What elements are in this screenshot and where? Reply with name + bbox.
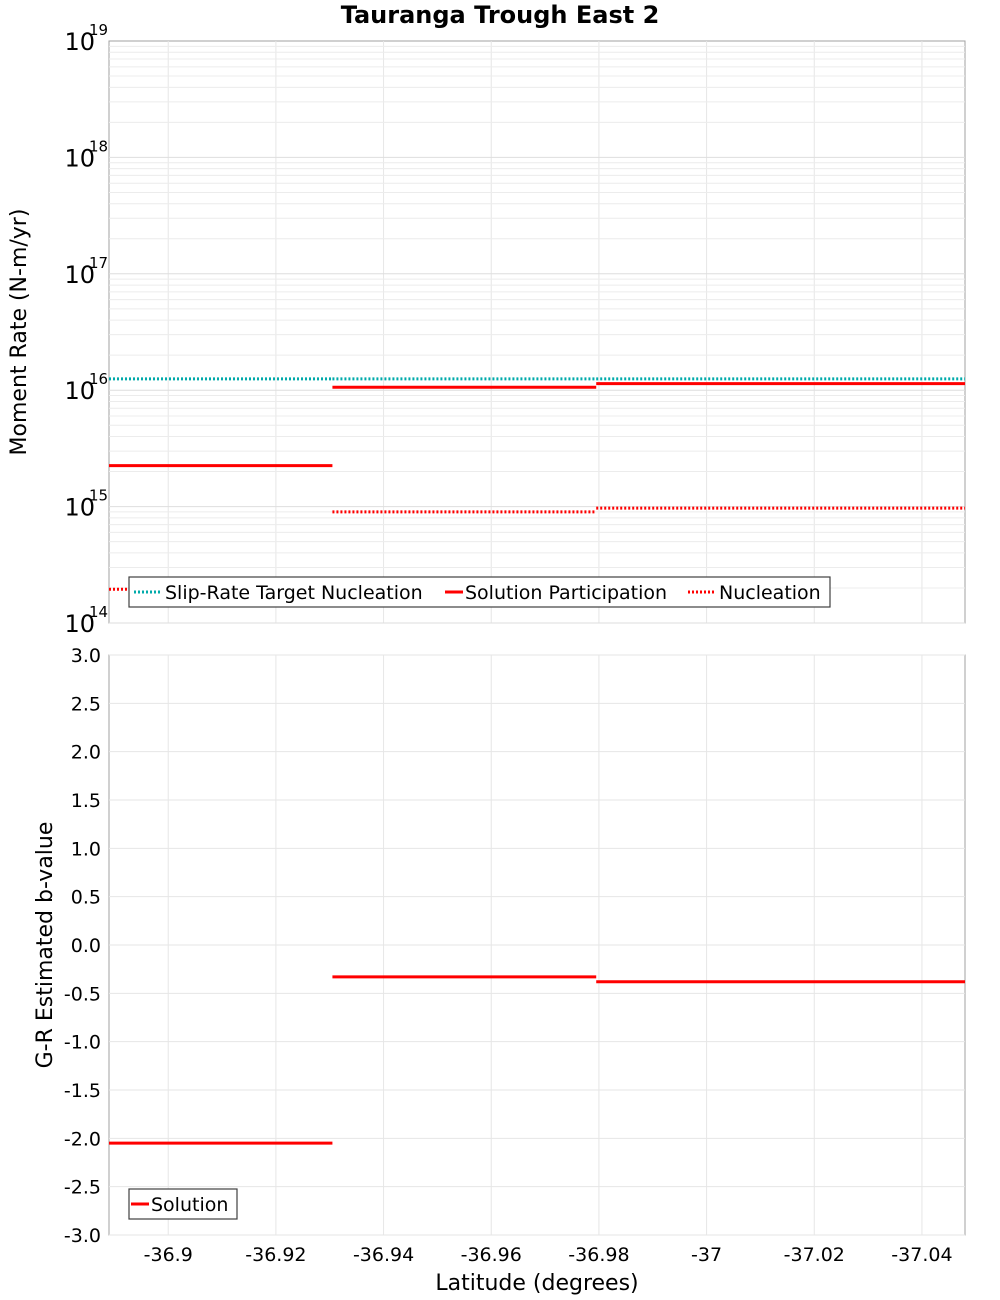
moment-rate-y-tick-label: 10	[64, 494, 95, 522]
moment-rate-y-tick-exponent: 14	[89, 603, 108, 621]
b-value-series	[109, 975, 965, 1145]
moment-rate-y-tick-label: 10	[64, 144, 95, 172]
chart-title: Tauranga Trough East 2	[341, 1, 660, 29]
b-value-y-tick-label: -2.0	[64, 1128, 101, 1150]
moment-rate-y-tick-label: 10	[64, 261, 95, 289]
x-tick-label: -37.02	[784, 1244, 845, 1266]
b-value-gridlines	[109, 654, 965, 1236]
x-tick-label: -36.96	[461, 1244, 522, 1266]
legend-label-solution: Solution	[151, 1194, 228, 1216]
moment-rate-y-tick-label: 10	[64, 610, 95, 638]
moment-rate-y-tick-label: 10	[64, 377, 95, 405]
legend-label-nucleation: Nucleation	[719, 582, 821, 604]
moment-rate-y-tick-exponent: 15	[89, 487, 108, 505]
moment-rate-legend: Slip-Rate Target Nucleation Solution Par…	[128, 576, 831, 608]
x-tick-label: -37	[691, 1244, 722, 1266]
b-value-y-tick-label: 0.5	[71, 887, 101, 909]
b-value-y-tick-label: -0.5	[64, 983, 101, 1005]
x-tick-label: -37.04	[891, 1244, 952, 1266]
b-value-panel: 3.0 2.5 2.0 1.5 1.0 0.5 0.0 -0.5 -1.0 -1.5 -2.0 -2.…	[33, 645, 966, 1247]
b-value-y-tick-label: -1.0	[64, 1032, 101, 1054]
moment-rate-plot-area	[108, 40, 966, 624]
moment-rate-y-tick-label: 10	[64, 28, 95, 56]
b-value-y-tick-label: -1.5	[64, 1080, 101, 1102]
moment-rate-y-tick-exponent: 16	[89, 370, 108, 388]
b-value-legend: Solution	[128, 1188, 238, 1220]
b-value-y-tick-label: -3.0	[64, 1225, 101, 1247]
moment-rate-y-tick-exponent: 18	[89, 137, 108, 155]
b-value-y-ticks: 3.0 2.5 2.0 1.5 1.0 0.5 0.0 -0.5 -1.0 -1.5 -2.0 -2.…	[64, 645, 101, 1247]
x-axis-ticks: -36.9 -36.92 -36.94 -36.96 -36.98 -37 -37.02 -3…	[144, 1244, 953, 1266]
moment-rate-gridlines	[109, 41, 965, 624]
x-tick-label: -36.98	[568, 1244, 629, 1266]
legend-label-solution-participation: Solution Participation	[465, 582, 667, 604]
b-value-y-tick-label: 1.0	[71, 838, 101, 860]
b-value-y-tick-label: 3.0	[71, 645, 101, 667]
b-value-y-axis-label: G-R Estimated b-value	[33, 822, 58, 1069]
b-value-y-tick-label: 0.0	[71, 935, 101, 957]
x-tick-label: -36.94	[353, 1244, 414, 1266]
x-axis-label: Latitude (degrees)	[435, 1271, 638, 1296]
x-tick-label: -36.9	[144, 1244, 193, 1266]
x-tick-label: -36.92	[245, 1244, 306, 1266]
b-value-y-tick-label: 2.5	[71, 693, 101, 715]
legend-label-slip-rate-target: Slip-Rate Target Nucleation	[165, 582, 423, 604]
moment-rate-y-tick-exponent: 19	[89, 21, 108, 39]
moment-rate-y-tick-exponent: 17	[89, 254, 108, 272]
b-value-y-tick-label: -2.5	[64, 1177, 101, 1199]
b-value-y-tick-label: 1.5	[71, 790, 101, 812]
b-value-y-tick-label: 2.0	[71, 742, 101, 764]
moment-rate-y-axis-label: Moment Rate (N-m/yr)	[7, 209, 32, 456]
